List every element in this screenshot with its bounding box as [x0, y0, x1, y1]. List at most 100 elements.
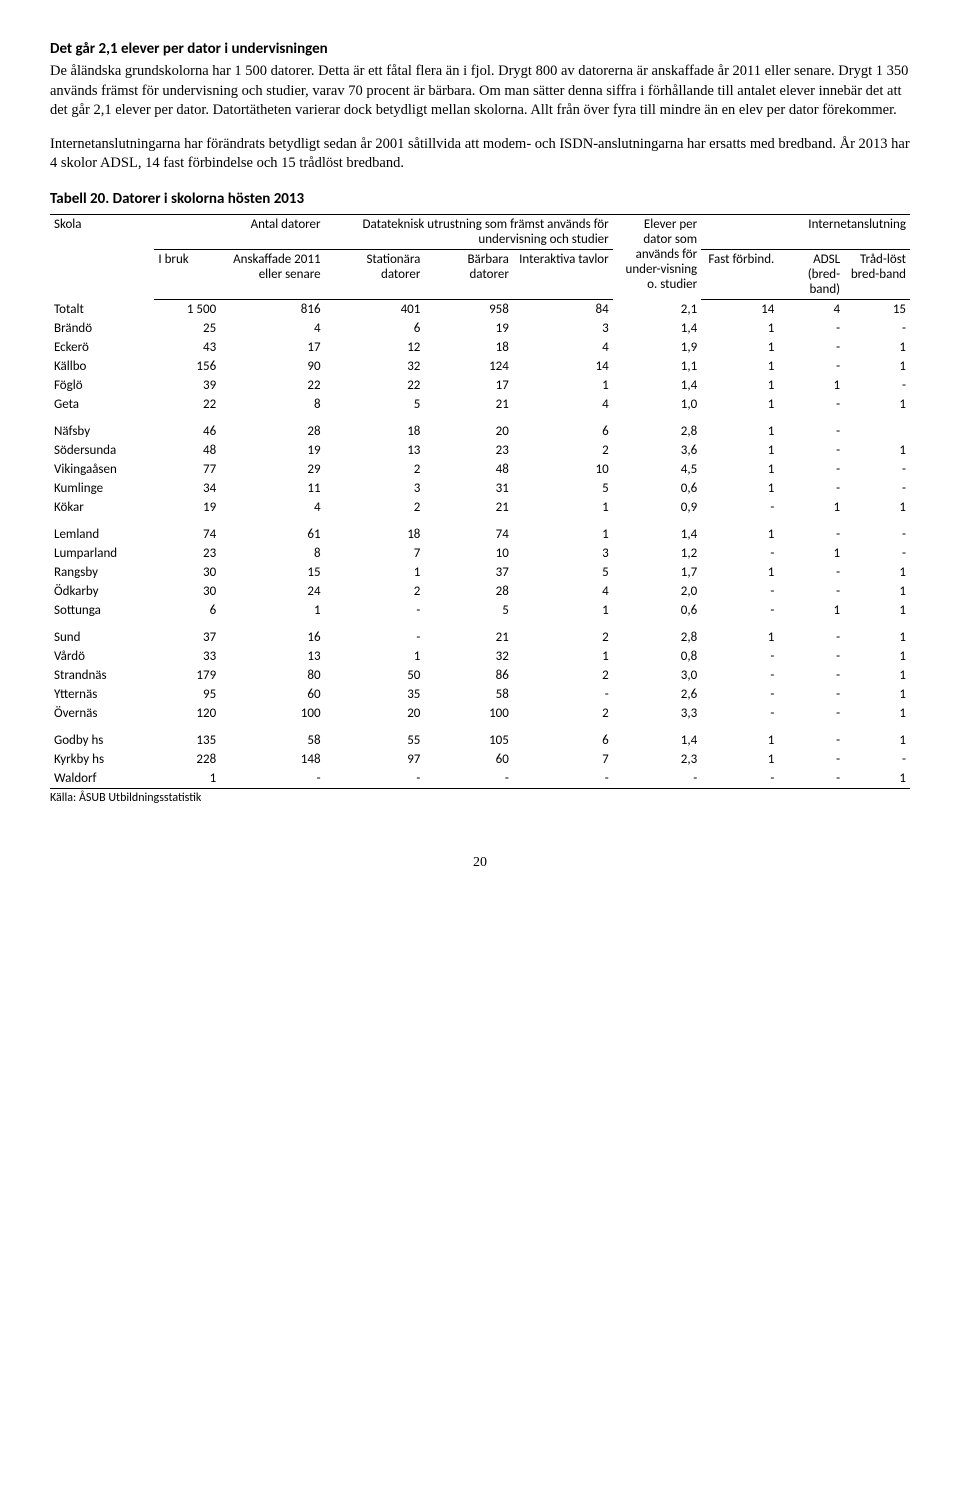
table-cell: -: [778, 666, 844, 685]
table-cell: 8: [220, 544, 324, 563]
table-cell: Föglö: [50, 376, 154, 395]
table-cell: 4,5: [613, 460, 701, 479]
table-cell: -: [513, 769, 613, 789]
table-cell: 17: [220, 338, 324, 357]
table-cell: 90: [220, 357, 324, 376]
table-cell: 1: [844, 769, 910, 789]
table-cell: 18: [325, 414, 425, 441]
table-cell: 48: [154, 441, 220, 460]
table-cell: Geta: [50, 395, 154, 414]
table-cell: 1: [844, 338, 910, 357]
table-cell: 21: [424, 498, 512, 517]
table-cell: 58: [424, 685, 512, 704]
col-interaktiva: Interaktiva tavlor: [513, 249, 613, 299]
table-cell: 23: [154, 544, 220, 563]
table-cell: 1,4: [613, 376, 701, 395]
table-cell: 1,2: [613, 544, 701, 563]
table-cell: 37: [154, 620, 220, 647]
table-row: Geta22852141,01-1: [50, 395, 910, 414]
table-cell: 1: [778, 544, 844, 563]
table-cell: -: [613, 769, 701, 789]
table-cell: -: [778, 620, 844, 647]
table-cell: 60: [220, 685, 324, 704]
table-cell: 100: [424, 704, 512, 723]
table-cell: 1: [701, 357, 778, 376]
table-cell: -: [778, 582, 844, 601]
table-cell: -: [844, 544, 910, 563]
table-cell: 14: [513, 357, 613, 376]
table-cell: 80: [220, 666, 324, 685]
table-cell: 6: [513, 723, 613, 750]
table-cell: 1: [844, 498, 910, 517]
table-cell: 135: [154, 723, 220, 750]
table-cell: 2,6: [613, 685, 701, 704]
table-cell: Lemland: [50, 517, 154, 544]
table-cell: 179: [154, 666, 220, 685]
table-cell: -: [778, 357, 844, 376]
col-antal-datorer: Antal datorer: [154, 214, 324, 249]
table-cell: 401: [325, 299, 425, 319]
table-cell: -: [778, 479, 844, 498]
table-cell: 1: [513, 647, 613, 666]
table-cell: -: [325, 620, 425, 647]
table-cell: -: [778, 647, 844, 666]
table-cell: 74: [424, 517, 512, 544]
table-cell: -: [778, 517, 844, 544]
page-number: 20: [50, 855, 910, 871]
table-cell: 3: [513, 544, 613, 563]
table-cell: 1: [844, 395, 910, 414]
table-cell: Brändö: [50, 319, 154, 338]
table-cell: 15: [220, 563, 324, 582]
table-cell: 3,3: [613, 704, 701, 723]
table-cell: 1,0: [613, 395, 701, 414]
table-cell: 4: [513, 338, 613, 357]
col-internet: Internetanslutning: [701, 214, 910, 249]
table-cell: -: [778, 769, 844, 789]
table-cell: -: [701, 601, 778, 620]
table-cell: 0,6: [613, 601, 701, 620]
table-cell: -: [513, 685, 613, 704]
table-cell: 60: [424, 750, 512, 769]
table-cell: 5: [513, 479, 613, 498]
table-cell: 2: [325, 460, 425, 479]
table-cell: 18: [424, 338, 512, 357]
table-cell: 4: [778, 299, 844, 319]
table-cell: 5: [513, 563, 613, 582]
table-cell: 1: [701, 338, 778, 357]
table-cell: 816: [220, 299, 324, 319]
paragraph-2: Internetanslutningarna har förändrats be…: [50, 135, 910, 174]
table-cell: -: [778, 685, 844, 704]
table-cell: Eckerö: [50, 338, 154, 357]
table-cell: 39: [154, 376, 220, 395]
table-cell: 1: [844, 647, 910, 666]
table-cell: 3: [513, 319, 613, 338]
table-cell: 1: [844, 357, 910, 376]
table-cell: Rangsby: [50, 563, 154, 582]
table-cell: 100: [220, 704, 324, 723]
table-cell: -: [844, 517, 910, 544]
table-row: Brändö25461931,41--: [50, 319, 910, 338]
data-table: Skola Antal datorer Datateknisk utrustni…: [50, 214, 910, 789]
paragraph-1: De åländska grundskolorna har 1 500 dato…: [50, 62, 910, 121]
table-row: Eckerö4317121841,91-1: [50, 338, 910, 357]
table-cell: 46: [154, 414, 220, 441]
table-cell: 1: [844, 601, 910, 620]
table-cell: 1: [701, 460, 778, 479]
table-cell: Kyrkby hs: [50, 750, 154, 769]
table-cell: 1,1: [613, 357, 701, 376]
table-cell: 6: [154, 601, 220, 620]
col-ibruk: I bruk: [154, 249, 220, 299]
col-stationara: Stationära datorer: [325, 249, 425, 299]
table-cell: 74: [154, 517, 220, 544]
table-row: Ödkarby302422842,0--1: [50, 582, 910, 601]
table-row: Sottunga61-510,6-11: [50, 601, 910, 620]
table-cell: 1: [513, 601, 613, 620]
col-tradlost: Tråd-löst bred-band: [844, 249, 910, 299]
table-cell: 1: [844, 620, 910, 647]
table-cell: 13: [325, 441, 425, 460]
table-cell: 1,4: [613, 517, 701, 544]
table-row: Rangsby301513751,71-1: [50, 563, 910, 582]
table-cell: 30: [154, 563, 220, 582]
table-cell: 2,3: [613, 750, 701, 769]
table-cell: Godby hs: [50, 723, 154, 750]
